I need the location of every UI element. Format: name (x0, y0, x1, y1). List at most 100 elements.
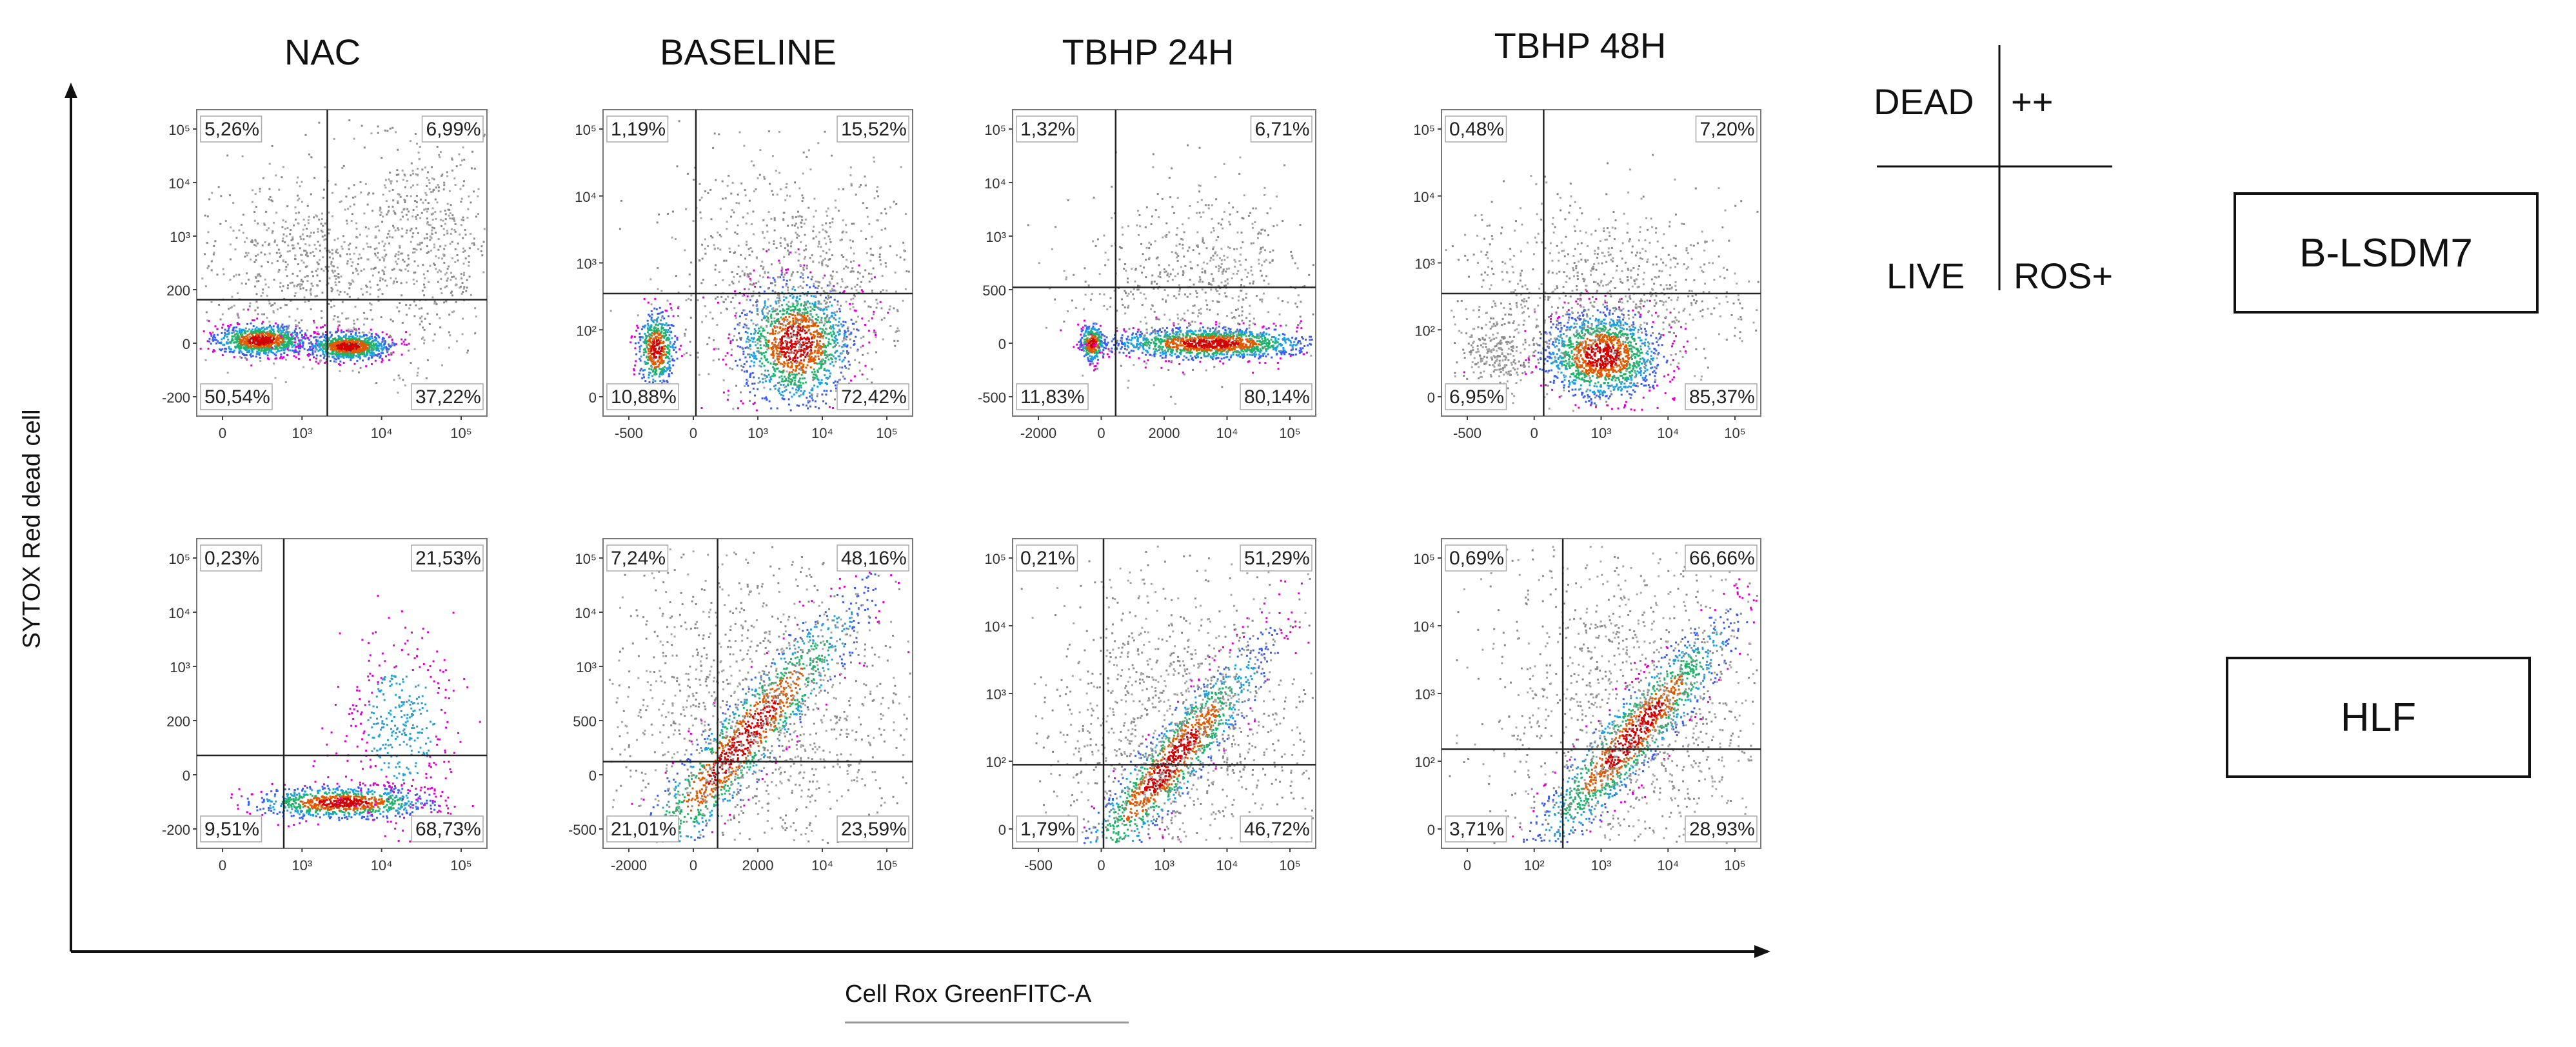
y-tick-label: 0 (998, 822, 1006, 838)
panel-hlf-tbhp-48h: 0,69% 66,66% 3,71% 28,93% 10⁵ 10⁴ 10³ 10² 0 0 10² 1… (1396, 526, 1767, 890)
x-tick-label: 2000 (1149, 425, 1180, 441)
y-tick-label: 0 (589, 390, 597, 406)
x-tick-label: 0 (689, 857, 697, 873)
quadrant-label-ll: 50,54% (200, 383, 273, 410)
events-scatter (1445, 154, 1759, 412)
x-tick-label: 10⁵ (1724, 857, 1746, 873)
x-tick-label: 0 (1463, 857, 1471, 873)
y-tick-label: 10³ (986, 229, 1006, 245)
quadrant-label-ul: 0,23% (200, 544, 263, 572)
column-title-baseline: BASELINE (660, 32, 837, 72)
y-tick-label: 10⁴ (575, 605, 597, 621)
svg-text:6,99%: 6,99% (426, 119, 481, 140)
y-tick-label: 10⁴ (168, 605, 190, 621)
plot-frame (602, 109, 913, 417)
quadrant-label-ll: 6,95% (1445, 383, 1507, 410)
quadrant-label-ll: 10,88% (606, 383, 679, 410)
column-title-tbhp-24h: TBHP 24H (1062, 32, 1234, 72)
panel-plot: 0,21% 51,29% 1,79% 46,72% 10⁵ 10⁴ 10³ 10² 0 -500 0… (984, 538, 1316, 873)
x-tick-label: 10⁵ (1279, 857, 1301, 873)
y-tick-label: 10⁵ (984, 551, 1006, 567)
x-tick-label: 10⁵ (1279, 425, 1301, 441)
x-tick-label: 10⁴ (1657, 857, 1679, 873)
quadrant-label-ul: 7,24% (606, 544, 669, 572)
panel-hlf-tbhp-24h: 0,21% 51,29% 1,79% 46,72% 10⁵ 10⁴ 10³ 10² 0 -500 0… (967, 526, 1322, 890)
x-tick-label: 0 (1097, 857, 1105, 873)
svg-text:50,54%: 50,54% (204, 386, 270, 408)
quadrant-label-ul: 1,19% (606, 115, 669, 143)
panel-plot: 0,69% 66,66% 3,71% 28,93% 10⁵ 10⁴ 10³ 10² 0 0 10² 1… (1413, 538, 1761, 873)
x-tick-label: 10⁵ (876, 857, 898, 873)
plot-frame (196, 109, 488, 417)
x-tick-label: 10⁵ (450, 857, 472, 873)
x-tick-label: 10³ (1154, 857, 1174, 873)
events-scatter (1027, 144, 1314, 406)
quadrant-label-lr: 23,59% (837, 815, 909, 843)
svg-text:5,26%: 5,26% (204, 119, 259, 140)
x-tick-label: 0 (1531, 425, 1538, 441)
y-tick-label: 10³ (576, 659, 597, 675)
column-title-nac: NAC (284, 32, 361, 72)
quadrant-label-ll: 9,51% (200, 815, 263, 843)
y-tick-label: 10⁴ (1413, 189, 1435, 205)
quadrant-label-lr: 68,73% (411, 815, 484, 843)
y-axis-label: SYTOX Red dead cell (18, 409, 46, 649)
y-tick-label: -500 (978, 390, 1006, 406)
y-axis-arrow (64, 83, 77, 98)
quadrant-label-lr: 46,72% (1240, 815, 1313, 843)
x-tick-label: 0 (1097, 425, 1105, 441)
legend-live: LIVE (1887, 255, 1965, 296)
panel-hlf-nac: 0,23% 21,53% 9,51% 68,73% 10⁵ 10⁴ 10³ 200 0 -200 0… (152, 526, 493, 890)
y-tick-label: 10⁵ (1413, 122, 1435, 138)
x-axis-arrow (1754, 945, 1770, 958)
quadrant-label-ll: 1,79% (1016, 815, 1078, 843)
quadrant-label-ll: 21,01% (606, 815, 679, 843)
quadrant-label-ur: 51,29% (1240, 544, 1313, 572)
y-tick-label: 10⁴ (1413, 619, 1435, 635)
y-tick-label: 10⁵ (984, 122, 1006, 138)
row-label-hlf: HLF (2226, 657, 2531, 778)
y-tick-label: 10⁵ (575, 122, 597, 138)
quadrant-label-lr: 28,93% (1685, 815, 1758, 843)
y-tick-label: 0 (1427, 390, 1435, 406)
plot-frame (1012, 109, 1316, 417)
y-tick-label: 10² (576, 323, 597, 339)
svg-text:37,22%: 37,22% (415, 386, 481, 408)
quadrant-label-lr: 85,37% (1685, 383, 1758, 410)
y-tick-label: 10² (1414, 323, 1435, 339)
events-scatter (199, 119, 486, 404)
x-tick-label: 10⁴ (811, 425, 833, 441)
x-axis-label: Cell Rox GreenFITC-A (845, 981, 1092, 1008)
y-tick-label: 0 (1427, 822, 1435, 838)
x-tick-label: -500 (1024, 857, 1053, 873)
quadrant-label-ur: 48,16% (837, 544, 909, 572)
x-tick-label: 0 (219, 857, 226, 873)
x-tick-label: 10⁵ (1724, 425, 1746, 441)
y-tick-label: 10³ (1414, 686, 1435, 703)
x-tick-label: 10⁵ (876, 425, 898, 441)
quadrant-label-lr: 37,22% (411, 383, 484, 410)
x-tick-label: 10⁴ (811, 857, 833, 873)
x-tick-label: 10⁴ (371, 857, 393, 873)
y-tick-label: 10⁵ (168, 551, 190, 567)
x-tick-label: -2000 (611, 857, 647, 873)
legend-dead: DEAD (1874, 81, 1974, 122)
panel-plot: 5,26% 6,99% 50,54% 37,22% 10⁵ 10⁴ 10³ 200 0 -200 0… (162, 109, 488, 441)
x-tick-label: 10³ (1591, 425, 1612, 441)
x-tick-label: -500 (615, 425, 643, 441)
panel-plot: 0,23% 21,53% 9,51% 68,73% 10⁵ 10⁴ 10³ 200 0 -200 0… (162, 538, 488, 873)
quadrant-label-ll: 11,83% (1016, 383, 1089, 410)
panel-plot: 1,32% 6,71% 11,83% 80,14% 10⁵ 10⁴ 10³ 500 0 -500 -… (978, 109, 1316, 441)
legend-ros-plus: ROS+ (2014, 255, 2114, 296)
y-tick-label: 10² (986, 754, 1006, 770)
x-tick-label: 0 (689, 425, 697, 441)
quadrant-label-ul: 0,48% (1445, 115, 1507, 143)
x-tick-label: 2000 (742, 857, 774, 873)
panel-plot: 0,48% 7,20% 6,95% 85,37% 10⁵ 10⁴ 10³ 10² 0 -500 0 1… (1413, 109, 1761, 441)
x-tick-label: 10⁴ (371, 425, 393, 441)
quadrant-label-ur: 6,71% (1250, 115, 1313, 143)
y-tick-label: 10³ (986, 686, 1006, 703)
quadrant-label-lr: 80,14% (1240, 383, 1313, 410)
quadrant-label-ur: 6,99% (421, 115, 484, 143)
events-scatter (609, 120, 910, 412)
